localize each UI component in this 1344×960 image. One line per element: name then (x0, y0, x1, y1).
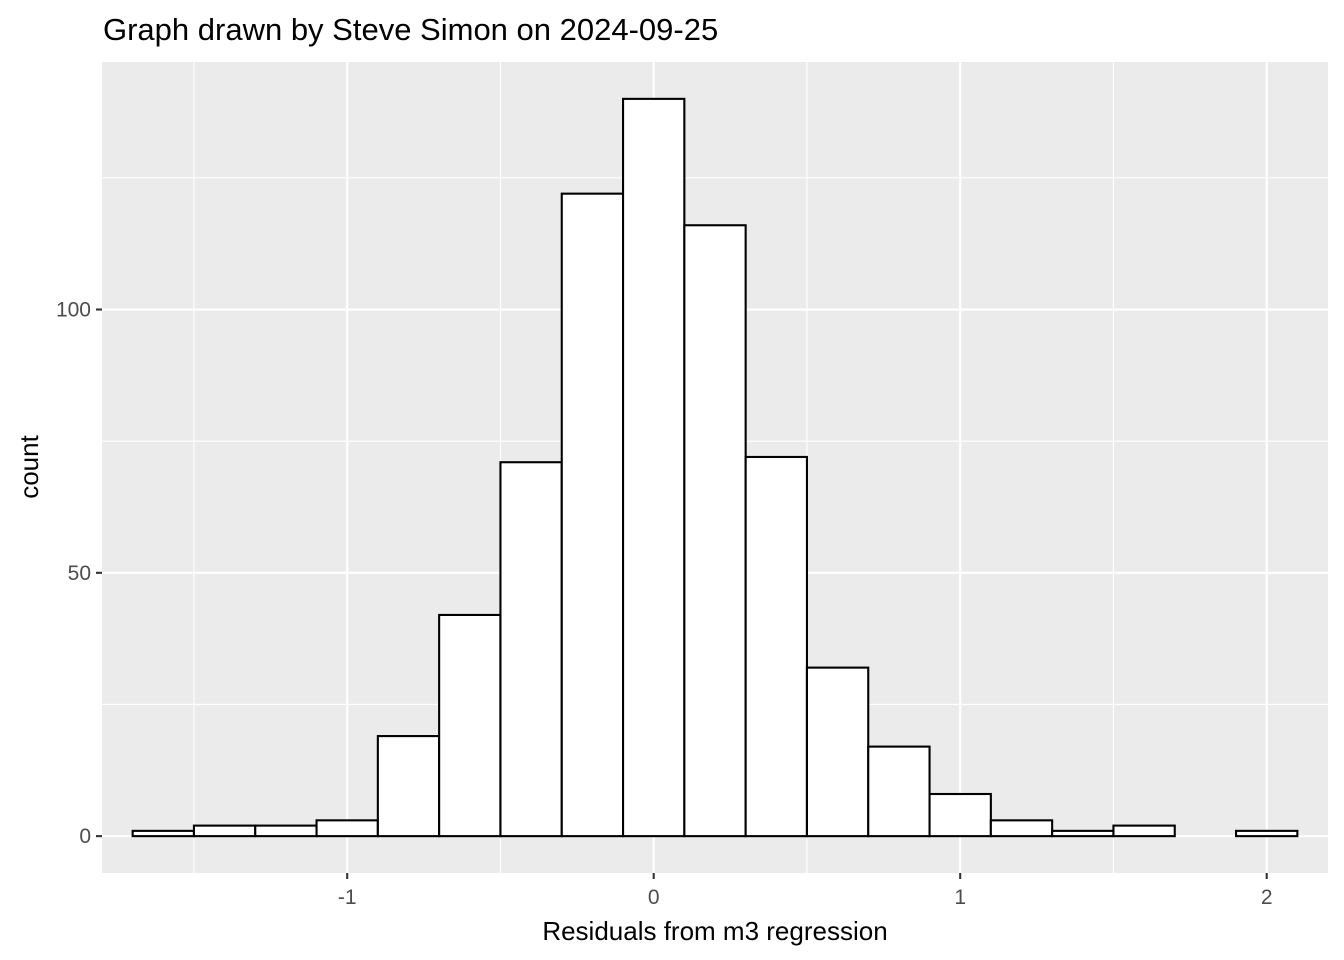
histogram-bars (131, 97, 1299, 838)
histogram-bar (254, 824, 318, 838)
histogram-bar (131, 829, 195, 838)
histogram-bar (1235, 829, 1299, 838)
x-tick-label: -1 (338, 886, 357, 909)
histogram-bar (805, 666, 870, 838)
histogram-bar (376, 735, 441, 838)
x-tick-label: 1 (954, 886, 966, 909)
y-tick-label: 50 (68, 562, 91, 585)
histogram-bar (192, 824, 257, 838)
y-axis-title: count (14, 434, 44, 498)
histogram-bar (683, 224, 747, 838)
x-tick-label: 0 (648, 886, 660, 909)
histogram-bar (315, 819, 379, 838)
histogram-bar (989, 819, 1054, 838)
histogram-bar (438, 613, 502, 838)
x-tick-label: 2 (1261, 886, 1273, 909)
y-tick-label: 100 (56, 299, 91, 322)
histogram-bar (1051, 829, 1115, 838)
histogram-bar (1112, 824, 1176, 838)
histogram-bar (499, 461, 563, 838)
chart-title: Graph drawn by Steve Simon on 2024-09-25 (103, 12, 718, 47)
y-axis: 0 50 100 (56, 299, 102, 848)
y-tick-label: 0 (79, 825, 91, 848)
histogram-bar (867, 745, 931, 838)
x-axis: -1 0 1 2 (338, 873, 1273, 909)
histogram-bar (621, 97, 686, 838)
histogram-bar (744, 455, 809, 838)
histogram-bar (560, 192, 625, 838)
x-axis-title: Residuals from m3 regression (542, 916, 887, 946)
histogram-bar (928, 792, 992, 838)
